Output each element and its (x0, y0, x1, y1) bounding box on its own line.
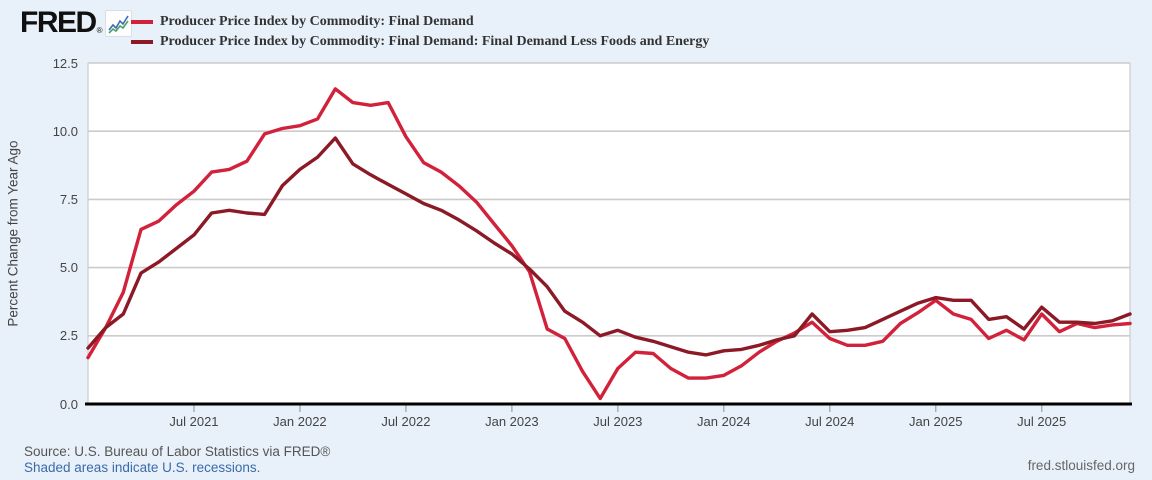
x-tick-label-Jul-2021: Jul 2021 (169, 414, 219, 429)
fred-site-watermark: fred.stlouisfed.org (1027, 458, 1135, 473)
x-tick-label-Jan-2024: Jan 2024 (697, 414, 751, 429)
legend-item-core-final-demand[interactable]: Producer Price Index by Commodity: Final… (131, 32, 709, 52)
registered-mark: ® (96, 26, 103, 35)
y-tick-label-12.5: 12.5 (52, 55, 78, 71)
fred-logo: FRED ® (20, 8, 132, 38)
legend-swatch-core-final-demand (131, 40, 153, 44)
chart-legend: Producer Price Index by Commodity: Final… (131, 12, 709, 52)
legend-label-core-final-demand: Producer Price Index by Commodity: Final… (160, 34, 710, 49)
series-line-final-demand[interactable] (86, 87, 1132, 401)
fred-squiggle-chart-icon (104, 9, 132, 37)
legend-item-final-demand[interactable]: Producer Price Index by Commodity: Final… (131, 12, 709, 32)
x-tick-label-Jul-2023: Jul 2023 (593, 414, 643, 429)
y-tick-label-0.0: 0.0 (59, 396, 78, 412)
chart-footer: Source: U.S. Bureau of Labor Statistics … (24, 444, 330, 476)
series-line-final-demand-less-foods-energy[interactable] (86, 136, 1132, 357)
x-tick-label-Jul-2024: Jul 2024 (805, 414, 855, 429)
source-text: Source: U.S. Bureau of Labor Statistics … (24, 444, 331, 459)
y-tick-label-5.0: 5.0 (59, 260, 78, 276)
y-tick-label-2.5: 2.5 (59, 328, 78, 344)
y-tick-label-10.0: 10.0 (52, 123, 78, 139)
legend-label-final-demand: Producer Price Index by Commodity: Final… (160, 14, 474, 29)
fred-logo-text: FRED (20, 6, 97, 39)
legend-swatch-final-demand (131, 20, 153, 24)
x-tick-label-Jan-2023: Jan 2023 (485, 414, 539, 429)
x-tick-label-Jul-2025: Jul 2025 (1017, 414, 1067, 429)
x-tick-label-Jul-2022: Jul 2022 (381, 414, 431, 429)
x-tick-label-Jan-2022: Jan 2022 (273, 414, 327, 429)
y-tick-label-7.5: 7.5 (59, 191, 78, 207)
x-tick-label-Jan-2025: Jan 2025 (908, 414, 963, 429)
plot-background (88, 63, 1130, 404)
recession-note-link[interactable]: Shaded areas indicate U.S. recessions. (24, 460, 261, 475)
